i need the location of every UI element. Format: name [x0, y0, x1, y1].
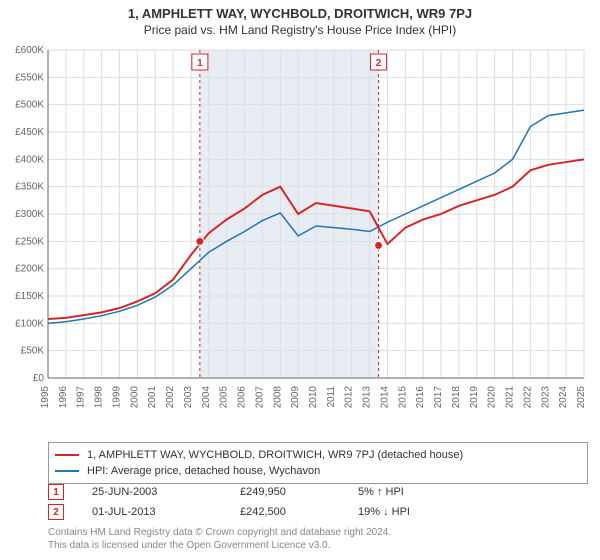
svg-text:1996: 1996 — [58, 386, 69, 409]
svg-text:£500K: £500K — [15, 100, 44, 111]
svg-text:1997: 1997 — [76, 386, 87, 409]
marker-index-box: 1 — [48, 484, 64, 500]
svg-text:£0: £0 — [33, 373, 45, 384]
legend-label: HPI: Average price, detached house, Wych… — [87, 463, 320, 479]
marker-price: £242,500 — [240, 506, 330, 518]
marker-date: 01-JUL-2013 — [92, 506, 212, 518]
svg-text:2011: 2011 — [326, 386, 337, 408]
svg-text:2022: 2022 — [522, 386, 533, 409]
svg-text:£350K: £350K — [15, 182, 44, 193]
svg-text:2: 2 — [376, 58, 382, 69]
svg-text:2019: 2019 — [469, 386, 480, 409]
svg-text:1995: 1995 — [40, 386, 51, 409]
svg-text:2005: 2005 — [219, 386, 230, 409]
svg-text:2010: 2010 — [308, 386, 319, 409]
svg-text:2023: 2023 — [540, 386, 551, 409]
marker-data-row: 1 25-JUN-2003 £249,950 5% ↑ HPI — [48, 484, 588, 500]
svg-text:2025: 2025 — [576, 386, 587, 409]
svg-text:2018: 2018 — [451, 386, 462, 409]
legend: 1, AMPHLETT WAY, WYCHBOLD, DROITWICH, WR… — [48, 442, 588, 484]
svg-text:2015: 2015 — [397, 386, 408, 409]
legend-item: 1, AMPHLETT WAY, WYCHBOLD, DROITWICH, WR… — [55, 447, 581, 463]
svg-text:2012: 2012 — [344, 386, 355, 409]
svg-text:2017: 2017 — [433, 386, 444, 409]
footer-attribution: Contains HM Land Registry data © Crown c… — [48, 526, 588, 552]
svg-text:2008: 2008 — [272, 386, 283, 409]
svg-text:2000: 2000 — [129, 386, 140, 409]
svg-text:£400K: £400K — [15, 154, 44, 165]
chart-area: £0£50K£100K£150K£200K£250K£300K£350K£400… — [48, 44, 588, 414]
chart-title: 1, AMPHLETT WAY, WYCHBOLD, DROITWICH, WR… — [0, 0, 600, 21]
svg-text:£100K: £100K — [15, 318, 44, 329]
footer-line: Contains HM Land Registry data © Crown c… — [48, 526, 588, 539]
marker-index-box: 2 — [48, 504, 64, 520]
marker-date: 25-JUN-2003 — [92, 486, 212, 498]
svg-text:2016: 2016 — [415, 386, 426, 409]
svg-text:2004: 2004 — [201, 386, 212, 409]
chart-subtitle: Price paid vs. HM Land Registry's House … — [0, 21, 600, 41]
svg-text:£600K: £600K — [15, 45, 44, 56]
legend-item: HPI: Average price, detached house, Wych… — [55, 463, 581, 479]
svg-text:2001: 2001 — [147, 386, 158, 409]
svg-text:£250K: £250K — [15, 236, 44, 247]
svg-text:2009: 2009 — [290, 386, 301, 409]
marker-data-row: 2 01-JUL-2013 £242,500 19% ↓ HPI — [48, 504, 588, 520]
marker-pct: 5% ↑ HPI — [358, 486, 448, 498]
svg-text:1: 1 — [197, 58, 203, 69]
svg-text:£150K: £150K — [15, 291, 44, 302]
legend-swatch-icon — [55, 454, 79, 456]
svg-text:£300K: £300K — [15, 209, 44, 220]
svg-text:2002: 2002 — [165, 386, 176, 409]
svg-text:1999: 1999 — [111, 386, 122, 409]
legend-label: 1, AMPHLETT WAY, WYCHBOLD, DROITWICH, WR… — [87, 447, 463, 463]
svg-text:2007: 2007 — [254, 386, 265, 409]
marker-price: £249,950 — [240, 486, 330, 498]
svg-text:£550K: £550K — [15, 72, 44, 83]
svg-text:2020: 2020 — [487, 386, 498, 409]
svg-text:£50K: £50K — [21, 346, 45, 357]
svg-text:£200K: £200K — [15, 264, 44, 275]
svg-text:2013: 2013 — [362, 386, 373, 409]
svg-text:2003: 2003 — [183, 386, 194, 409]
svg-text:2024: 2024 — [558, 386, 569, 409]
svg-text:£450K: £450K — [15, 127, 44, 138]
marker-pct: 19% ↓ HPI — [358, 506, 448, 518]
svg-text:2006: 2006 — [237, 386, 248, 409]
legend-swatch-icon — [55, 470, 79, 472]
svg-text:2021: 2021 — [505, 386, 516, 409]
footer-line: This data is licensed under the Open Gov… — [48, 539, 588, 552]
svg-text:2014: 2014 — [379, 386, 390, 409]
svg-text:1998: 1998 — [94, 386, 105, 409]
